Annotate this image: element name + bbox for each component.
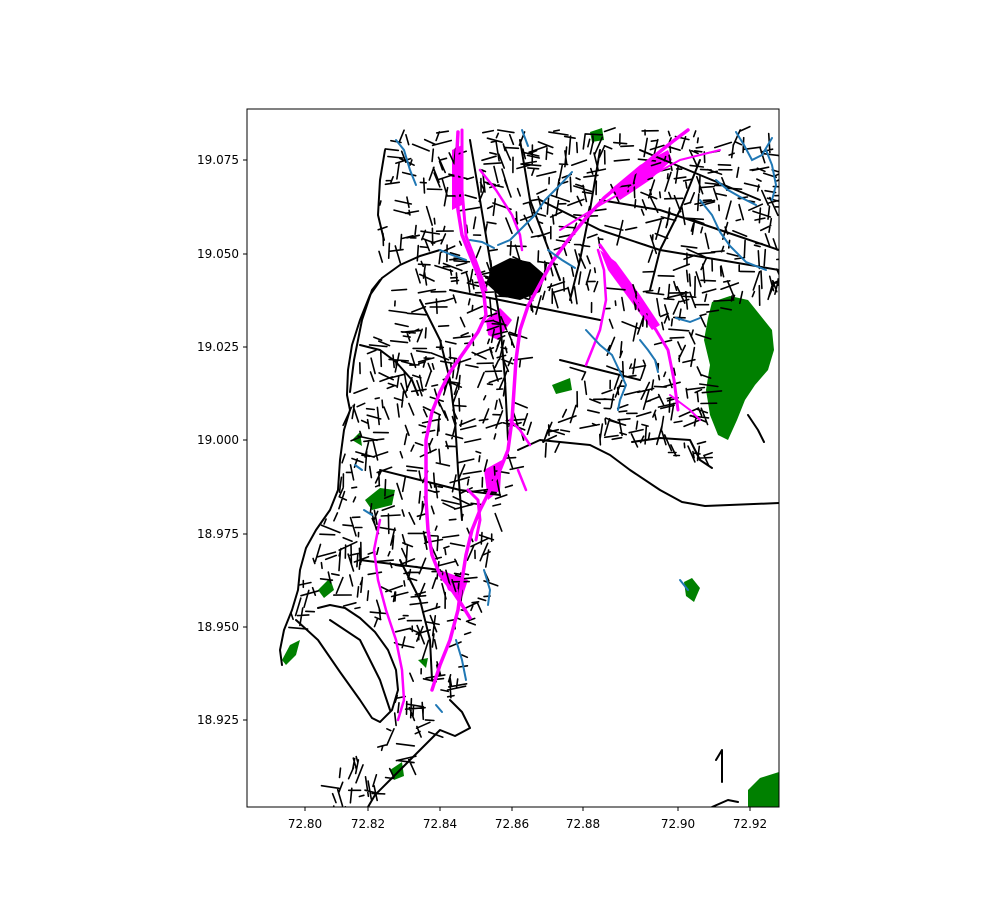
arterial-road (359, 559, 441, 571)
railways-layer (372, 128, 721, 722)
rail-yard-north (610, 150, 672, 200)
coast-marine-drive (295, 604, 399, 723)
park-central (552, 378, 572, 394)
y-tick-label: 19.025 (197, 340, 239, 354)
water-chembur (675, 317, 701, 324)
park-aarey-sanjay (704, 296, 774, 440)
railway-harbour (598, 243, 680, 412)
x-tick-label: 72.92 (733, 817, 767, 831)
y-tick-label: 18.950 (197, 620, 239, 634)
railway-east (669, 394, 701, 421)
x-tick-label: 72.86 (495, 817, 529, 831)
arterial-road (569, 149, 601, 301)
park-island (684, 578, 700, 602)
axes-frame (246, 108, 780, 808)
railway-sandhurst (466, 488, 482, 542)
river-mithi (497, 171, 573, 246)
water-powai (639, 339, 659, 373)
park-southeast (748, 772, 779, 807)
river-east-2 (735, 131, 773, 162)
railway-central (430, 128, 690, 692)
y-tick-label: 19.075 (197, 153, 239, 167)
railway-western (424, 130, 488, 620)
river-east-3 (715, 179, 757, 206)
arterial-road (379, 469, 501, 496)
y-tick-label: 19.050 (197, 247, 239, 261)
railway-western-2 (460, 128, 488, 292)
canal-dock-2 (455, 639, 467, 681)
coast-east-harbour (517, 439, 779, 507)
park-west-1 (318, 578, 334, 598)
arterial-road (329, 619, 391, 711)
road-southeast-spur (711, 749, 739, 807)
road-northwest-vert (377, 149, 386, 241)
river-central (585, 329, 628, 411)
x-tick-label: 72.90 (661, 817, 695, 831)
coast-bandra-worli (346, 249, 441, 411)
road-network (288, 125, 779, 807)
road-east-diagonal (747, 414, 765, 443)
y-tick-label: 18.975 (197, 527, 239, 541)
arterial-road (539, 199, 779, 271)
park-malabar (282, 640, 300, 665)
water-west-2 (363, 509, 373, 516)
x-tick-label: 72.84 (423, 817, 457, 831)
canal-south (435, 704, 443, 713)
coast-sealink (349, 279, 381, 393)
map-content (279, 125, 779, 807)
arterial-road (649, 159, 701, 291)
river-north-2 (521, 129, 529, 147)
river-bandra (469, 239, 495, 249)
waterways-layer (354, 129, 778, 713)
arterial-road (599, 199, 779, 251)
water-west-1 (354, 464, 363, 471)
x-tick-label: 72.88 (566, 817, 600, 831)
river-north-1 (395, 139, 417, 186)
arterial-road (639, 149, 761, 201)
railway-north-east (559, 149, 721, 231)
arterial-road (449, 289, 601, 321)
railway-harbour-2 (584, 248, 608, 367)
river-mahim-creek (439, 249, 467, 261)
railway-south-branch (372, 518, 406, 722)
river-mid (547, 249, 576, 269)
park-small-3 (418, 658, 428, 668)
y-tick-label: 19.000 (197, 433, 239, 447)
x-tick-label: 72.80 (288, 817, 322, 831)
river-east-1 (699, 199, 767, 271)
arterial-road (559, 359, 641, 381)
water-island (679, 579, 689, 591)
roads-layer (279, 125, 779, 807)
water-river-far-east (765, 149, 778, 201)
coast-colaba (367, 699, 471, 807)
x-tick-label: 72.82 (351, 817, 385, 831)
railway-loop (508, 418, 532, 492)
x-axis: 72.80 72.82 72.84 72.86 72.88 72.90 72.9… (288, 807, 767, 831)
railway-west-branch (478, 168, 524, 252)
dense-area-dharavi (488, 258, 545, 300)
coast-west (279, 409, 351, 666)
y-axis: 19.075 19.050 19.025 19.000 18.975 18.95… (197, 153, 247, 727)
coast-trombay (631, 437, 713, 469)
arterial-road (419, 299, 463, 521)
arterial-road (399, 559, 433, 681)
canal-dock-1 (483, 569, 492, 606)
y-tick-label: 18.925 (197, 713, 239, 727)
park-hanging-garden (365, 488, 395, 510)
